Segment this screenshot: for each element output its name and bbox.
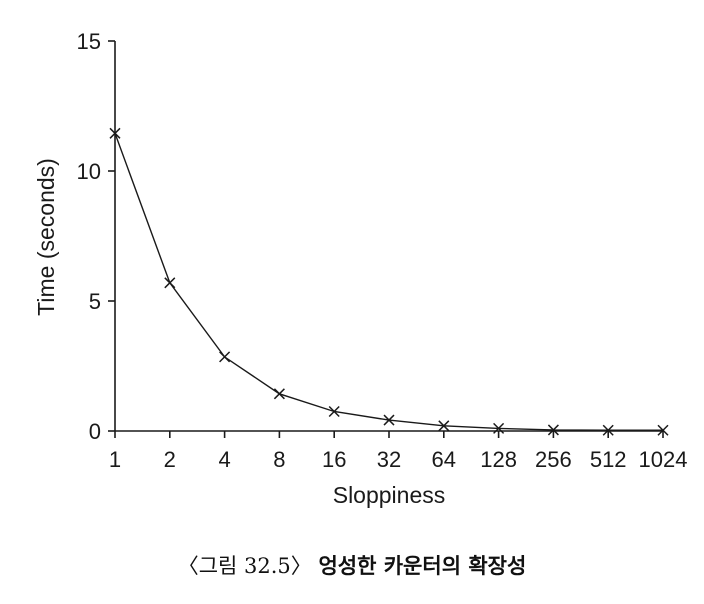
data-point-marker [219,351,231,363]
data-point-marker [109,127,121,139]
figure-caption: 〈그림 32.5〉 엉성한 카운터의 확장성 [0,550,704,580]
y-tick-label: 15 [77,29,101,54]
data-point-marker [438,420,450,432]
x-axis-title: Sloppiness [333,482,446,508]
data-point-marker [657,424,669,436]
data-point-marker [602,424,614,436]
x-tick-label: 1 [109,447,121,472]
x-tick-label: 64 [432,447,456,472]
x-tick-label: 128 [480,447,517,472]
data-point-marker [164,277,176,289]
series-line [114,133,663,431]
figure-title: 엉성한 카운터의 확장성 [318,553,527,578]
y-axis: 0 5 10 15 [77,29,116,444]
x-tick-label: 512 [590,447,627,472]
figure-number: 〈그림 32.5〉 [177,554,312,578]
x-tick-label: 16 [322,447,346,472]
y-tick-label: 5 [89,289,101,314]
x-tick-label: 4 [218,447,230,472]
y-axis-title: Time (seconds) [33,158,59,316]
x-tick-label: 2 [164,447,176,472]
line-chart: 0 5 10 15 1 2 4 8 16 32 64 128 256 512 1024 Time (sec… [33,29,688,508]
data-point-marker [273,388,285,400]
x-tick-label: 32 [377,447,401,472]
data-point-marker [328,405,340,418]
y-tick-label: 10 [77,159,101,184]
x-tick-label: 256 [535,447,572,472]
data-point-marker [493,422,505,434]
y-tick-label: 0 [89,419,101,444]
series-layer [109,127,669,436]
x-tick-label: 1024 [639,447,688,472]
data-point-marker [547,424,559,436]
x-tick-label: 8 [273,447,285,472]
data-point-marker [383,414,395,426]
x-axis: 1 2 4 8 16 32 64 128 256 512 1024 [109,430,688,472]
